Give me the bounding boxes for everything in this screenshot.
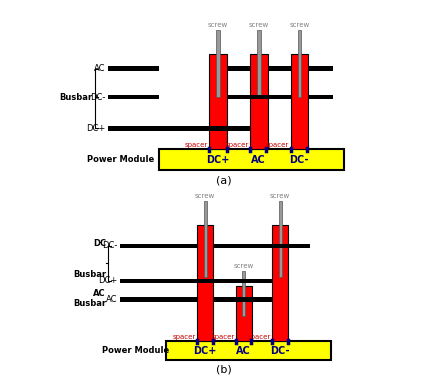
Text: screw: screw [195,193,215,199]
Bar [236,286,252,341]
Bar [257,30,260,97]
Bar [197,225,213,341]
Text: DC+: DC+ [193,345,216,356]
Bar [120,244,197,248]
Text: screw: screw [208,22,228,28]
Bar [288,244,310,248]
Text: DC-: DC- [90,93,105,102]
Bar [227,95,291,99]
Text: spacer: spacer [266,142,289,148]
Bar [250,54,268,149]
Text: Busbar: Busbar [73,270,106,279]
Text: AC: AC [93,289,106,298]
Text: AC: AC [94,64,105,73]
Bar [272,225,288,341]
Text: DC+: DC+ [206,155,229,164]
Bar [298,30,301,97]
Text: AC: AC [106,295,118,304]
Text: (b): (b) [216,364,232,374]
Bar [213,244,288,248]
Text: spacer: spacer [173,334,196,340]
Text: Busbar: Busbar [73,299,106,308]
Text: AC: AC [251,155,265,164]
Text: DC: DC [93,239,106,248]
Text: AC: AC [236,345,251,356]
Text: Power Module: Power Module [101,346,169,355]
Bar [213,297,272,302]
Text: spacer: spacer [225,142,249,148]
Bar [108,66,159,71]
Text: (a): (a) [216,175,232,186]
Text: DC+: DC+ [86,124,105,133]
Text: Power Module: Power Module [87,155,155,164]
Text: screw: screw [289,22,310,28]
Text: DC-: DC- [270,345,289,356]
Bar [166,341,330,359]
Bar [209,54,227,149]
Bar [108,95,159,99]
Text: DC-: DC- [102,242,118,251]
Bar [216,30,220,97]
Bar [308,95,333,99]
Text: screw: screw [234,263,254,269]
Text: spacer: spacer [248,334,271,340]
Text: spacer: spacer [185,142,208,148]
Bar [159,149,344,170]
Text: DC-: DC- [289,155,309,164]
Bar [279,201,282,277]
Text: Busbar: Busbar [59,93,92,102]
Bar [242,271,245,316]
Text: screw: screw [249,22,269,28]
Text: spacer: spacer [212,334,235,340]
Text: screw: screw [270,193,291,199]
Bar [204,201,207,277]
Bar [227,66,250,71]
Bar [308,66,333,71]
Bar [120,297,197,302]
Bar [108,126,250,131]
Bar [291,54,308,149]
Bar [268,66,291,71]
Text: DC+: DC+ [98,276,118,285]
Bar [120,279,272,283]
